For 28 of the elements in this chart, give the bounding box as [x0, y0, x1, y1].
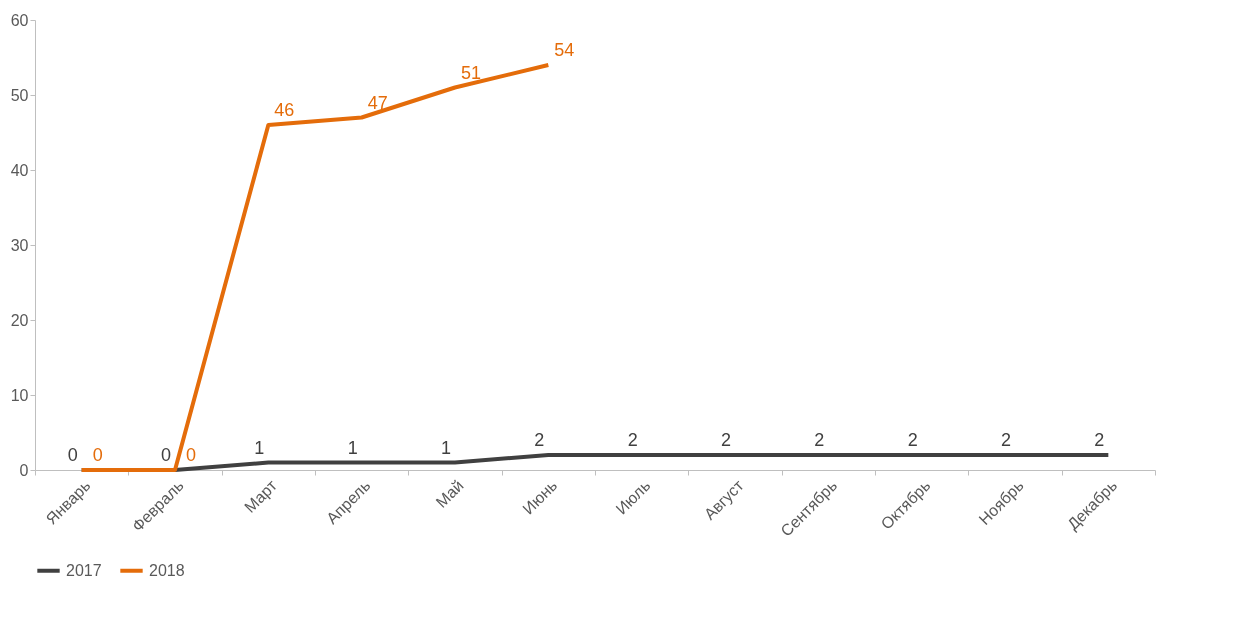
y-tick-label: 40 — [10, 161, 29, 179]
y-tick-label: 10 — [10, 386, 29, 404]
y-tick-label: 20 — [10, 311, 29, 329]
data-label: 1 — [254, 437, 265, 458]
legend-label: 2018 — [149, 561, 185, 579]
y-tick-label: 30 — [10, 236, 29, 254]
data-label: 2 — [814, 430, 825, 450]
data-label: 54 — [554, 40, 575, 60]
data-label: 2 — [1094, 430, 1105, 450]
data-label: 2 — [720, 430, 732, 450]
data-label: 2 — [907, 430, 918, 450]
data-label: 1 — [440, 437, 452, 458]
data-label: 0 — [67, 445, 78, 465]
y-tick-label: 0 — [19, 461, 29, 479]
data-label: 2 — [627, 430, 638, 450]
data-label: 0 — [92, 445, 103, 465]
data-label: 0 — [160, 445, 172, 465]
line-series — [79, 63, 551, 472]
data-label: 51 — [460, 62, 482, 83]
data-label: 2 — [1000, 430, 1012, 450]
data-label: 1 — [347, 437, 358, 458]
y-tick-label: 60 — [10, 11, 29, 29]
data-label: 0 — [185, 445, 197, 465]
data-label: 47 — [367, 92, 388, 113]
legend-label: 2017 — [66, 561, 102, 579]
data-label: 2 — [534, 430, 545, 450]
data-label: 46 — [274, 100, 295, 120]
y-tick-label: 50 — [10, 86, 29, 104]
